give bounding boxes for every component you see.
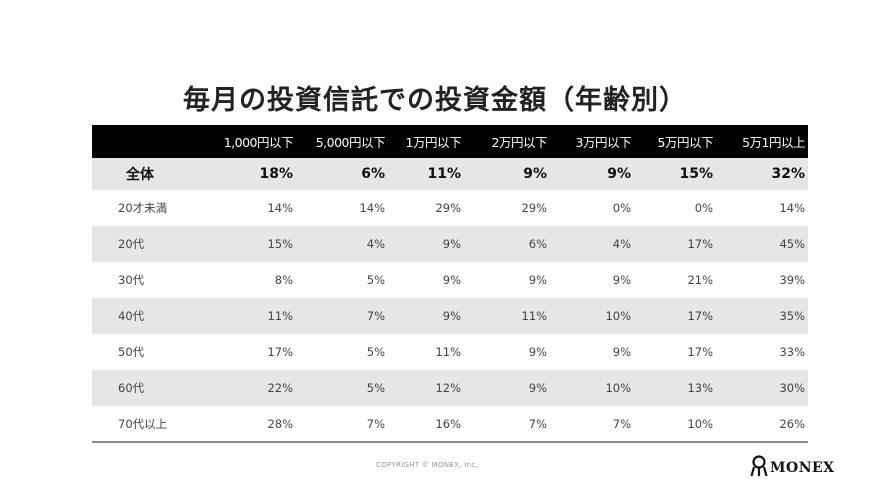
table-cell: 14%: [359, 201, 385, 215]
header-corner: [92, 125, 204, 158]
table-cell: 21%: [687, 273, 713, 287]
row-label: 70代以上: [118, 416, 168, 431]
row-label: 50代: [118, 345, 145, 359]
table-cell: 10%: [687, 416, 713, 431]
table-cell: 15%: [679, 166, 713, 182]
table-cell: 9%: [523, 166, 547, 182]
table-cell: 9%: [442, 309, 461, 323]
column-header: 1,000円以下: [223, 135, 294, 150]
table-row: 50代 17% 5% 11% 9% 9% 17% 33%: [92, 334, 808, 370]
table-cell: 11%: [521, 309, 547, 323]
column-header: 2万円以下: [491, 135, 548, 150]
table-row: 20代 15% 4% 9% 6% 4% 17% 45%: [92, 226, 808, 262]
table-header-row: 1,000円以下 5,000円以下 1万円以下 2万円以下 3万円以下 5万円以…: [92, 125, 808, 158]
table-cell: 15%: [267, 237, 293, 251]
table-cell: 5%: [366, 273, 385, 287]
table-cell: 10%: [605, 381, 631, 395]
table-cell: 0%: [612, 201, 631, 215]
table-cell: 16%: [435, 416, 461, 431]
row-label: 20代: [118, 237, 145, 251]
table-cell: 9%: [442, 237, 461, 251]
table-cell: 7%: [366, 309, 385, 323]
table-cell: 26%: [779, 416, 805, 431]
table-cell: 17%: [687, 309, 713, 323]
table-cell: 7%: [366, 416, 385, 431]
table-cell: 6%: [528, 237, 547, 251]
table-cell: 29%: [521, 201, 547, 215]
column-header: 5万円以下: [657, 135, 714, 150]
page-title: 毎月の投資信託での投資金額（年齢別）: [183, 85, 687, 116]
copyright-notice: COPYRIGHT © MONEX, Inc.: [376, 461, 479, 469]
table-cell: 7%: [612, 416, 631, 431]
table-cell: 8%: [274, 273, 293, 287]
table-cell: 5%: [366, 345, 385, 359]
row-label: 20才未満: [118, 201, 168, 215]
row-label: 60代: [118, 381, 145, 395]
table-cell: 18%: [259, 166, 293, 182]
investment-amount-table: 1,000円以下 5,000円以下 1万円以下 2万円以下 3万円以下 5万円以…: [92, 125, 808, 443]
table-cell: 30%: [779, 381, 805, 395]
monex-emblem-icon: [750, 455, 768, 481]
table-cell: 17%: [267, 345, 293, 359]
table-cell: 10%: [605, 309, 631, 323]
table-cell: 9%: [528, 345, 547, 359]
table-cell: 9%: [607, 166, 631, 182]
table-cell: 32%: [771, 166, 805, 182]
row-label: 30代: [118, 273, 145, 287]
row-label: 全体: [126, 167, 154, 183]
table-cell: 17%: [687, 237, 713, 251]
table-cell: 9%: [612, 273, 631, 287]
table-cell: 9%: [442, 273, 461, 287]
table-cell: 13%: [687, 381, 713, 395]
table-row: 20才未満 14% 14% 29% 29% 0% 0% 14%: [92, 190, 808, 226]
table-cell: 4%: [612, 237, 631, 251]
table-cell: 28%: [267, 416, 293, 431]
column-header: 1万円以下: [405, 135, 462, 150]
table-cell: 11%: [427, 166, 461, 182]
table-row: 60代 22% 5% 12% 9% 10% 13% 30%: [92, 370, 808, 406]
column-header: 5,000円以下: [315, 135, 386, 150]
table-cell: 11%: [267, 309, 293, 323]
table-cell: 29%: [435, 201, 461, 215]
table-cell: 39%: [779, 273, 805, 287]
column-header: 3万円以下: [575, 135, 632, 150]
total-row: 全体 18% 6% 11% 9% 9% 15% 32%: [92, 158, 808, 190]
table-cell: 12%: [435, 381, 461, 395]
table-cell: 11%: [435, 345, 461, 359]
table-cell: 9%: [528, 273, 547, 287]
table-cell: 4%: [366, 237, 385, 251]
table-cell: 35%: [779, 309, 805, 323]
table-cell: 14%: [267, 201, 293, 215]
table-cell: 5%: [366, 381, 385, 395]
table-cell: 45%: [779, 237, 805, 251]
table-cell: 6%: [361, 166, 385, 182]
table-row: 70代以上 28% 7% 16% 7% 7% 10% 26%: [92, 406, 808, 442]
table-cell: 0%: [694, 201, 713, 215]
table-cell: 9%: [528, 381, 547, 395]
table-cell: 9%: [612, 345, 631, 359]
table-cell: 33%: [779, 345, 805, 359]
table-cell: 22%: [267, 381, 293, 395]
table-cell: 14%: [779, 201, 805, 215]
logo-text: MONEX: [770, 460, 835, 476]
table-row: 30代 8% 5% 9% 9% 9% 21% 39%: [92, 262, 808, 298]
table-cell: 17%: [687, 345, 713, 359]
row-label: 40代: [118, 309, 145, 323]
monex-logo: MONEX: [750, 455, 835, 481]
column-header: 5万1円以上: [742, 135, 805, 150]
table-row: 40代 11% 7% 9% 11% 10% 17% 35%: [92, 298, 808, 334]
table-cell: 7%: [528, 416, 547, 431]
